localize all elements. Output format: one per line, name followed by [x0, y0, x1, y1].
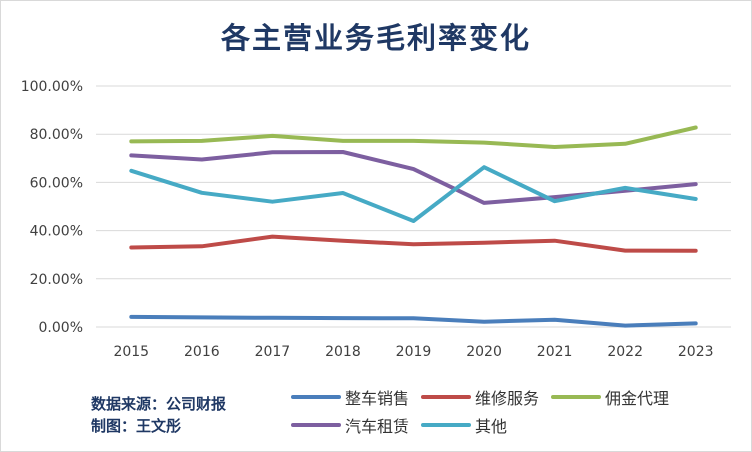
legend-label: 汽车租赁 — [345, 417, 410, 436]
x-tick-label: 2018 — [325, 344, 361, 360]
legend-swatch — [291, 423, 341, 427]
legend-label: 佣金代理 — [605, 389, 670, 408]
series-line — [129, 314, 698, 328]
y-tick-label: 60.00% — [30, 175, 83, 191]
series-line — [129, 165, 698, 223]
x-tick-label: 2017 — [255, 344, 291, 360]
source-line: 数据来源：公司财报 — [91, 395, 227, 413]
legend-item: 维修服务 — [421, 385, 539, 409]
x-tick-label: 2016 — [184, 344, 220, 360]
legend-item: 其他 — [421, 413, 507, 437]
legend-swatch — [421, 395, 471, 399]
legend-item: 佣金代理 — [551, 385, 669, 409]
x-tick-label: 2023 — [678, 344, 714, 360]
chart-title: 各主营业务毛利率变化 — [220, 21, 531, 55]
y-tick-label: 40.00% — [30, 224, 83, 240]
line-chart-plot: 0.00% 20.00% 40.00% 60.00% 80.00% 100.00% 2015… — [21, 79, 731, 360]
x-tick-label: 2022 — [607, 344, 643, 360]
legend-item: 汽车租赁 — [291, 413, 409, 437]
series-line — [129, 234, 698, 253]
series-line — [129, 125, 698, 149]
x-tick-label: 2020 — [466, 344, 502, 360]
legend-swatch — [291, 395, 341, 399]
y-tick-label: 100.00% — [21, 79, 83, 95]
legend-item: 整车销售 — [291, 385, 409, 409]
y-tick-label: 20.00% — [30, 272, 83, 288]
legend-swatch — [421, 423, 471, 427]
legend-label: 其他 — [475, 417, 508, 436]
y-tick-label: 80.00% — [30, 127, 83, 143]
x-tick-label: 2021 — [537, 344, 573, 360]
x-tick-label: 2015 — [113, 344, 149, 360]
y-tick-label: 0.00% — [39, 320, 83, 336]
legend-swatch — [551, 395, 601, 399]
legend-label: 维修服务 — [475, 389, 540, 408]
legend-label: 整车销售 — [345, 389, 410, 408]
x-tick-label: 2019 — [396, 344, 432, 360]
author-line: 制图：王文彤 — [91, 417, 182, 435]
source-note: 数据来源：公司财报 制图：王文彤 — [91, 393, 226, 437]
